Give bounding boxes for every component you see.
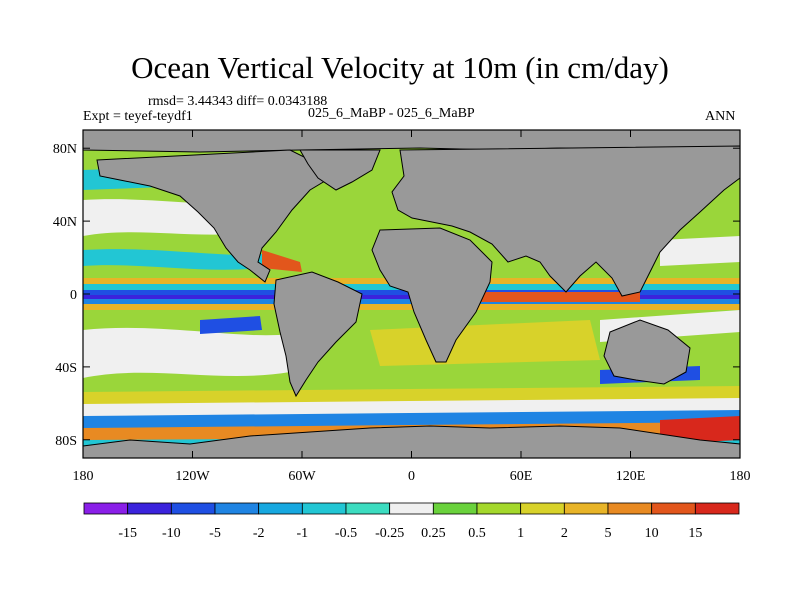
experiment-label: Expt = teyef-teydf1 [83,109,193,124]
colorbar-swatch [694,502,740,515]
colorbar-label: -1 [296,526,308,541]
lon-tick-label: 60E [510,469,533,484]
longitude-axis: 180 120W 60W 0 60E 120E 180 [73,130,751,484]
colorbar-swatch [520,502,565,515]
colorbar-swatch [258,502,303,515]
colorbar-swatch [301,502,347,515]
stats-label: rmsd= 3.44343 diff= 0.0343188 [148,94,328,109]
colorbar-label: -0.25 [375,526,404,541]
colorbar-swatch [563,502,609,515]
colorbar-swatch [389,502,434,515]
lon-tick-label: 180 [730,469,751,484]
australia [603,319,691,385]
lat-tick-label: 80N [53,142,77,157]
lon-tick-label: 120W [175,469,210,484]
colorbar-swatch [127,502,172,515]
colorbar-label: 10 [645,526,659,541]
map-title: Ocean Vertical Velocity at 10m (in cm/da… [131,50,669,85]
lon-tick-label: 60W [288,469,316,484]
colorbar-swatch [170,502,216,515]
lat-tick-label: 80S [55,434,77,449]
eurasia [391,145,741,297]
south-america [273,271,363,398]
colorbar-swatch [345,502,391,515]
land-masses [82,129,741,459]
colorbar-label: 1 [517,526,524,541]
colorbar-label: -5 [209,526,221,541]
lon-tick-label: 120E [616,469,646,484]
greenland [299,149,381,191]
colorbar-label: 2 [561,526,568,541]
lat-tick-label: 0 [70,288,77,303]
colorbar-label: 5 [605,526,612,541]
colorbar-label: -10 [162,526,181,541]
colorbar-label: -2 [253,526,265,541]
colorbar-label: -15 [118,526,137,541]
colorbar-swatch [651,502,696,515]
lat-tick-label: 40N [53,215,77,230]
colorbar-swatch [214,502,260,515]
africa [371,227,493,363]
season-label: ANN [705,109,736,124]
colorbar-swatch [476,502,522,515]
lat-tick-label: 40S [55,361,77,376]
colorbar: -15 -10 -5 -2 -1 -0.5 -0.25 0.25 0.5 1 2 5 10 15 [83,502,740,541]
comparison-label: 025_6_MaBP - 025_6_MaBP [308,106,475,121]
lon-tick-label: 0 [408,469,415,484]
colorbar-swatch [607,502,653,515]
colorbar-label: 0.5 [468,526,486,541]
latitude-axis: 80N 40N 0 40S 80S [53,142,740,449]
lon-tick-label: 180 [73,469,94,484]
colorbar-swatch [432,502,478,515]
colorbar-label: 0.25 [421,526,446,541]
colorbar-label: 15 [688,526,702,541]
colorbar-swatch [83,502,129,515]
colorbar-label: -0.5 [335,526,357,541]
